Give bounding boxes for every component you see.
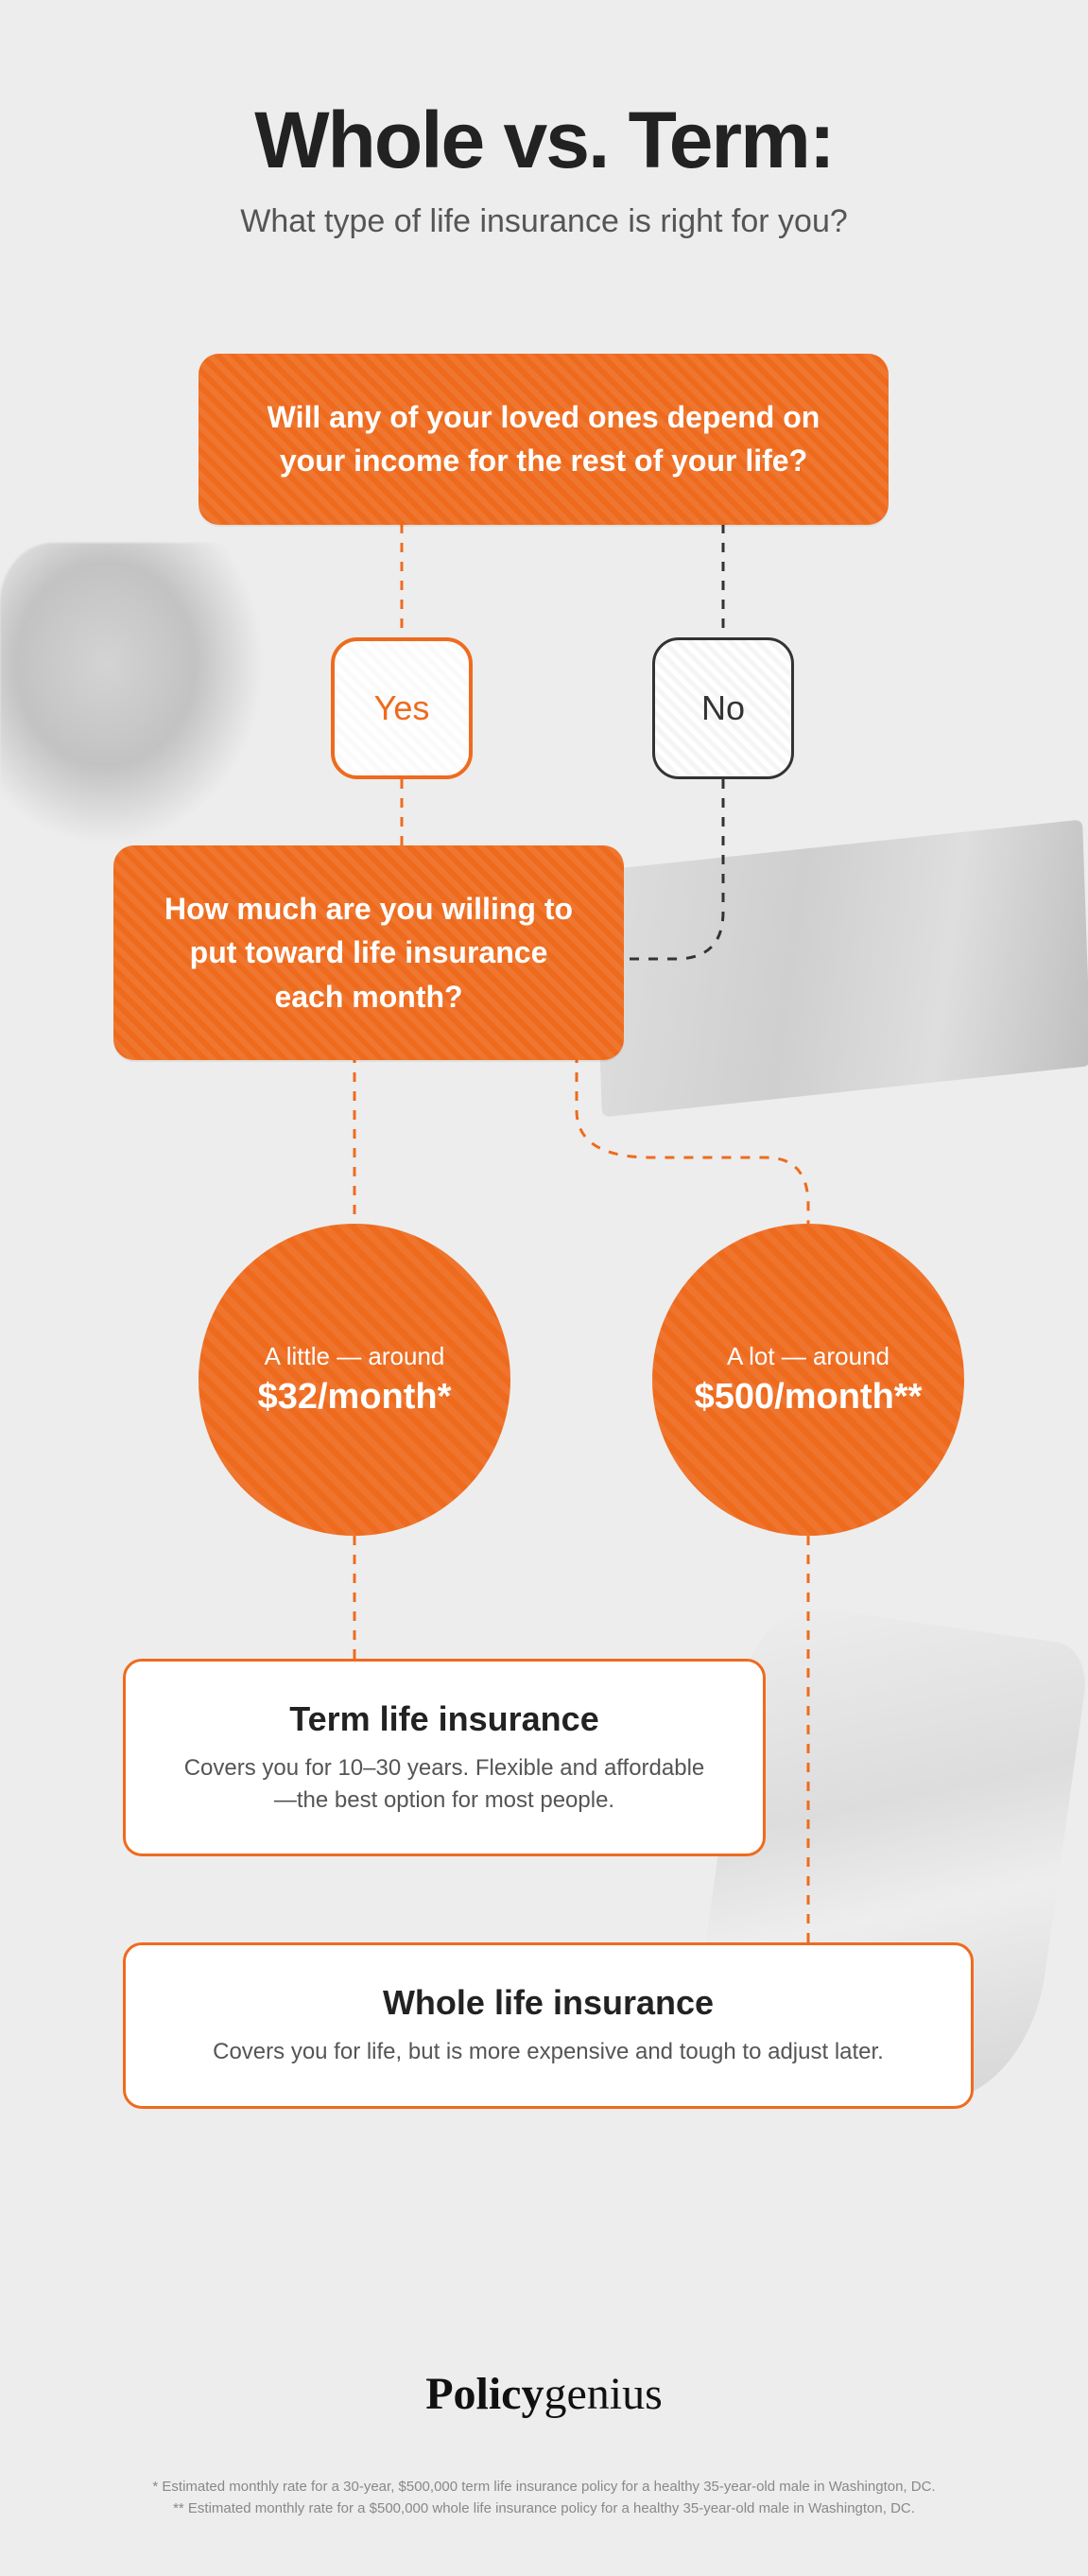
question-1-box: Will any of your loved ones depend on yo… [199, 354, 889, 525]
choice-no: No [652, 637, 794, 779]
choice-no-label: No [701, 688, 745, 728]
result-whole-body: Covers you for life, but is more expensi… [173, 2036, 924, 2068]
dollar-bill-photo-decoration [594, 820, 1088, 1118]
footnote-2: ** Estimated monthly rate for a $500,000… [85, 2498, 1003, 2520]
result-term-title: Term life insurance [173, 1699, 716, 1739]
result-term-body: Covers you for 10–30 years. Flexible and… [173, 1752, 716, 1816]
footnotes: * Estimated monthly rate for a 30-year, … [85, 2477, 1003, 2519]
flowchart: Will any of your loved ones depend on yo… [85, 354, 1003, 2340]
option-little-lead: A little — around [265, 1342, 445, 1371]
page-subtitle: What type of life insurance is right for… [85, 203, 1003, 240]
result-whole-title: Whole life insurance [173, 1983, 924, 2023]
result-whole-box: Whole life insurance Covers you for life… [123, 1942, 974, 2109]
question-1-text: Will any of your loved ones depend on yo… [268, 400, 820, 478]
logo-part-1: Policy [425, 2369, 544, 2419]
option-little-circle: A little — around $32/month* [199, 1224, 510, 1536]
footer: Policygenius * Estimated monthly rate fo… [85, 2368, 1003, 2519]
policygenius-logo: Policygenius [85, 2368, 1003, 2420]
choice-yes-label: Yes [374, 688, 430, 728]
question-2-text: How much are you willing to put toward l… [164, 892, 573, 1014]
page-title: Whole vs. Term: [85, 95, 1003, 186]
choice-yes: Yes [331, 637, 473, 779]
baby-photo-decoration [0, 543, 265, 845]
option-lot-price: $500/month** [695, 1377, 923, 1418]
infographic-page: Whole vs. Term: What type of life insura… [0, 0, 1088, 2576]
option-lot-lead: A lot — around [727, 1342, 889, 1371]
result-term-box: Term life insurance Covers you for 10–30… [123, 1659, 766, 1856]
option-little-price: $32/month* [258, 1377, 452, 1418]
logo-part-2: genius [544, 2369, 662, 2419]
question-2-box: How much are you willing to put toward l… [113, 845, 624, 1060]
option-lot-circle: A lot — around $500/month** [652, 1224, 964, 1536]
header: Whole vs. Term: What type of life insura… [85, 95, 1003, 240]
footnote-1: * Estimated monthly rate for a 30-year, … [85, 2477, 1003, 2498]
